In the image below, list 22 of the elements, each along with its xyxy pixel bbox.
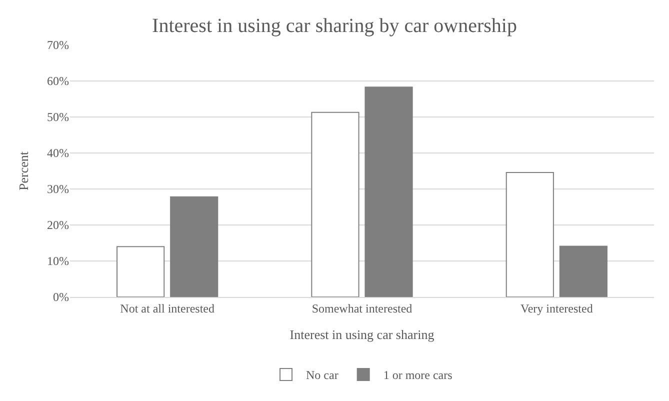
bar xyxy=(170,196,218,297)
bar xyxy=(311,112,360,297)
y-tick-label: 10% xyxy=(47,254,69,268)
y-tick-label: 20% xyxy=(47,218,69,232)
y-tick-label: 50% xyxy=(47,110,69,124)
bar xyxy=(116,246,165,297)
y-tick-label: 0% xyxy=(53,290,69,304)
y-tick-label: 70% xyxy=(47,38,69,52)
bar xyxy=(364,86,413,297)
x-tick-label: Not at all interested xyxy=(120,301,214,316)
legend-label: 1 or more cars xyxy=(383,368,453,382)
x-tick-label: Somewhat interested xyxy=(312,301,412,316)
chart-title: Interest in using car sharing by car ownership xyxy=(152,15,517,38)
y-tick-label: 30% xyxy=(47,182,69,196)
y-axis-title: Percent xyxy=(16,151,31,190)
y-tick-label: 60% xyxy=(47,74,69,88)
legend-label: No car xyxy=(306,368,338,382)
bar xyxy=(506,172,554,297)
bar xyxy=(559,246,608,297)
x-tick-label: Very interested xyxy=(520,301,593,316)
x-axis-title: Interest in using car sharing xyxy=(290,327,435,342)
y-tick-label: 40% xyxy=(47,146,69,160)
